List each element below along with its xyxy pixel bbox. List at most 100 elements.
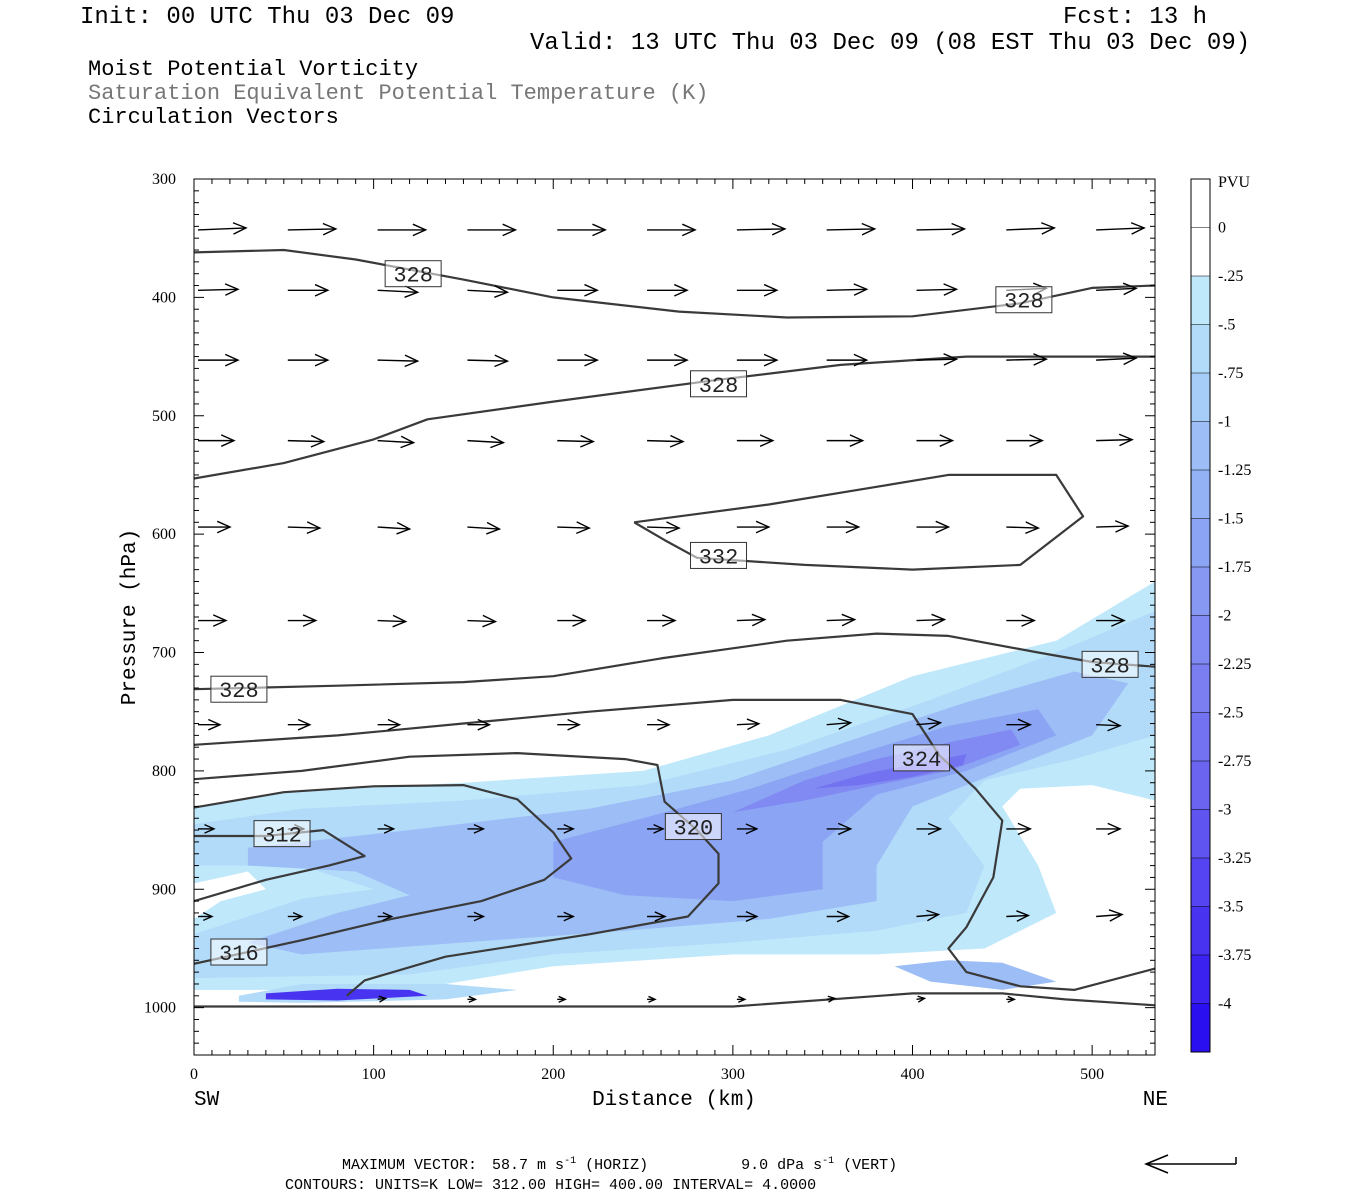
contour-label-text: 332 — [699, 545, 739, 570]
sw-label: SW — [194, 1089, 220, 1112]
wind-vector — [647, 911, 667, 922]
vector-head — [1108, 909, 1124, 922]
wind-vector — [826, 717, 853, 730]
vector-head — [745, 823, 759, 835]
contour-label-text: 328 — [1004, 290, 1044, 315]
x-tick-label: 200 — [541, 1066, 565, 1083]
contour-labels: 328 328 328 332 328 328 324 320 312 316 — [210, 260, 1139, 967]
contour-label-text: 312 — [262, 824, 302, 849]
wind-vector — [916, 909, 941, 922]
wind-vector — [467, 521, 502, 535]
vector-head — [1041, 222, 1057, 235]
vector-head — [322, 222, 338, 236]
contour-line — [194, 355, 1155, 480]
colorbar-segment — [1191, 664, 1210, 713]
vector-head — [853, 283, 869, 296]
contour-label-box — [664, 813, 722, 841]
vector-shaft — [916, 288, 957, 291]
x-tick-label: 300 — [721, 1066, 745, 1083]
colorbar-label: -.5 — [1218, 317, 1235, 334]
vector-head — [558, 995, 567, 1003]
horiz-exponent: -1 — [564, 1156, 577, 1167]
ne-label: NE — [1143, 1089, 1168, 1112]
y-tick-label: 500 — [152, 408, 176, 425]
wind-vector — [916, 995, 927, 1003]
contour-label: 324 — [892, 744, 950, 773]
wind-vector — [647, 223, 697, 237]
vector-head — [490, 435, 506, 449]
contour-label-box — [384, 260, 442, 288]
vector-shaft — [287, 228, 336, 231]
vector-shaft — [1096, 438, 1133, 442]
wind-vector — [1096, 222, 1146, 235]
vector-head — [837, 717, 853, 730]
vector-head — [292, 911, 304, 922]
vector-head — [302, 614, 318, 627]
contour-label-box — [210, 938, 268, 966]
colorbar-segment — [1191, 518, 1210, 568]
vector-head — [404, 354, 420, 368]
vector-head — [486, 521, 502, 535]
wind-vector — [826, 613, 857, 627]
vector-shaft — [557, 439, 594, 443]
y-axis-title: Pressure (hPa) — [119, 529, 142, 705]
vector-shaft — [647, 439, 684, 443]
wind-vector — [198, 718, 222, 731]
wind-vector — [647, 718, 671, 731]
vert-tag: (VERT) — [843, 1157, 898, 1174]
vector-head — [563, 824, 575, 834]
vector-head — [1122, 352, 1138, 366]
vector-shaft — [736, 228, 785, 231]
max-vector-head — [1144, 1154, 1169, 1174]
vector-head — [1017, 718, 1033, 731]
wind-vector — [377, 824, 396, 834]
vector-shaft — [467, 526, 500, 530]
vector-head — [494, 285, 510, 298]
contour-line — [194, 784, 573, 965]
vector-head — [482, 614, 498, 628]
wind-vector — [287, 521, 322, 534]
wind-vector — [1096, 282, 1138, 296]
vector-head — [657, 718, 671, 731]
wind-vector — [198, 911, 214, 922]
wind-vector — [467, 223, 518, 237]
wind-vector — [826, 283, 869, 296]
wind-vector — [736, 995, 747, 1003]
vector-head — [204, 824, 216, 834]
vector-shaft — [826, 722, 851, 726]
vector-shaft — [377, 439, 414, 444]
colorbar-label: -4 — [1218, 996, 1231, 1013]
wind-vector — [467, 911, 486, 922]
wind-vector — [287, 222, 338, 236]
contour-label: 328 — [384, 260, 442, 289]
vector-head — [751, 613, 767, 627]
wind-vector — [1006, 222, 1057, 235]
wind-vector — [557, 223, 607, 237]
valid-time: Valid: 13 UTC Thu 03 Dec 09 (08 EST Thu … — [530, 30, 1251, 57]
vector-head — [396, 521, 412, 535]
vector-head — [661, 614, 677, 627]
contour-label: 316 — [210, 938, 268, 967]
wind-vector — [198, 614, 228, 627]
colorbar-segment — [1191, 324, 1210, 374]
wind-vector — [197, 222, 248, 235]
wind-vector — [736, 823, 759, 835]
wind-vector — [287, 911, 304, 922]
vector-shaft — [467, 439, 504, 444]
vector-head — [845, 520, 861, 534]
contour-label: 312 — [253, 820, 311, 849]
wind-vector — [377, 354, 420, 368]
vector-shaft — [377, 289, 418, 293]
y-tick-label: 700 — [152, 645, 176, 662]
forecast-hour: Fcst: 13 h — [1063, 4, 1208, 31]
wind-vector — [736, 353, 779, 367]
colorbar-segment — [1191, 712, 1210, 762]
wind-vector — [647, 283, 689, 297]
y-tick-label: 900 — [152, 881, 176, 898]
colorbar-label: -3.25 — [1218, 850, 1251, 867]
vector-shaft — [197, 288, 239, 291]
vector-head — [473, 911, 486, 922]
vector-head — [951, 222, 967, 236]
colorbar-segment — [1191, 858, 1210, 907]
vector-head — [837, 822, 853, 836]
